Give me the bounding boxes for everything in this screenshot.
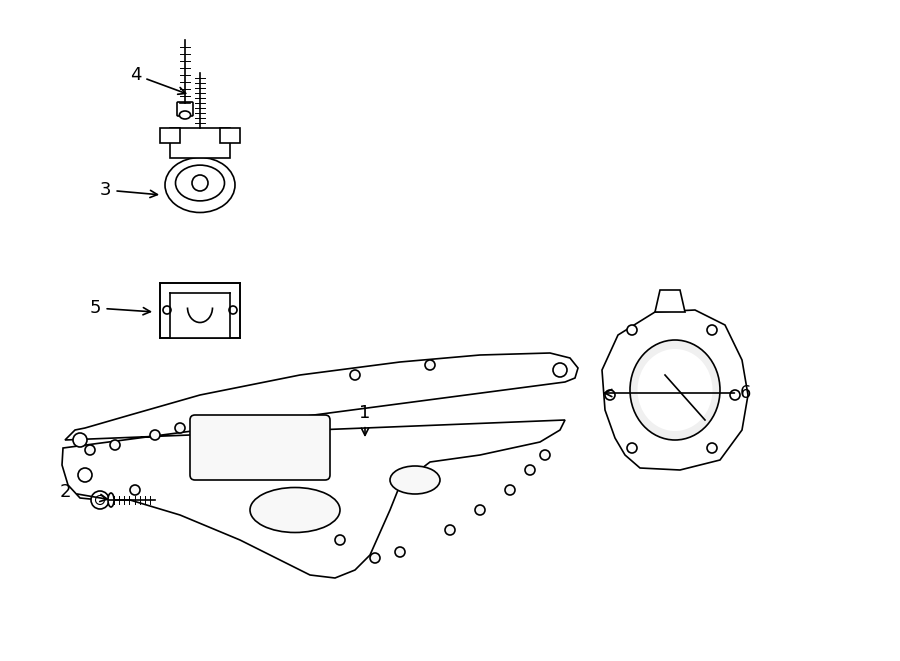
Circle shape (78, 468, 92, 482)
FancyBboxPatch shape (190, 415, 330, 480)
Text: 6: 6 (605, 384, 752, 402)
Polygon shape (602, 310, 748, 470)
Circle shape (395, 547, 405, 557)
Circle shape (350, 370, 360, 380)
Ellipse shape (250, 488, 340, 533)
Circle shape (525, 465, 535, 475)
Circle shape (553, 363, 567, 377)
Circle shape (335, 535, 345, 545)
Ellipse shape (390, 466, 440, 494)
Circle shape (229, 306, 237, 314)
Polygon shape (62, 353, 578, 578)
FancyBboxPatch shape (177, 102, 193, 116)
Bar (170, 128, 230, 157)
Text: 4: 4 (130, 66, 185, 95)
Circle shape (163, 306, 171, 314)
Circle shape (192, 175, 208, 191)
Circle shape (85, 445, 95, 455)
Circle shape (150, 430, 160, 440)
Ellipse shape (637, 349, 713, 431)
Circle shape (73, 433, 87, 447)
Text: 3: 3 (100, 181, 158, 199)
Circle shape (425, 360, 435, 370)
Circle shape (730, 390, 740, 400)
Ellipse shape (179, 111, 191, 119)
Circle shape (91, 491, 109, 509)
Circle shape (130, 485, 140, 495)
Circle shape (475, 505, 485, 515)
Circle shape (445, 525, 455, 535)
Circle shape (627, 325, 637, 335)
Circle shape (707, 325, 717, 335)
Ellipse shape (176, 165, 224, 201)
Circle shape (175, 423, 185, 433)
Ellipse shape (630, 340, 720, 440)
Ellipse shape (165, 157, 235, 212)
Circle shape (505, 485, 515, 495)
Bar (160, 128, 180, 143)
Text: 2: 2 (60, 483, 107, 502)
Circle shape (370, 553, 380, 563)
Text: 1: 1 (359, 404, 371, 436)
Text: 5: 5 (90, 299, 150, 317)
Circle shape (627, 443, 637, 453)
Polygon shape (655, 290, 685, 312)
Bar (170, 293, 230, 338)
Circle shape (95, 496, 104, 504)
Circle shape (605, 390, 615, 400)
Circle shape (707, 443, 717, 453)
Circle shape (110, 440, 120, 450)
Bar (220, 128, 240, 143)
Circle shape (540, 450, 550, 460)
Bar (160, 282, 240, 338)
Ellipse shape (108, 493, 114, 507)
